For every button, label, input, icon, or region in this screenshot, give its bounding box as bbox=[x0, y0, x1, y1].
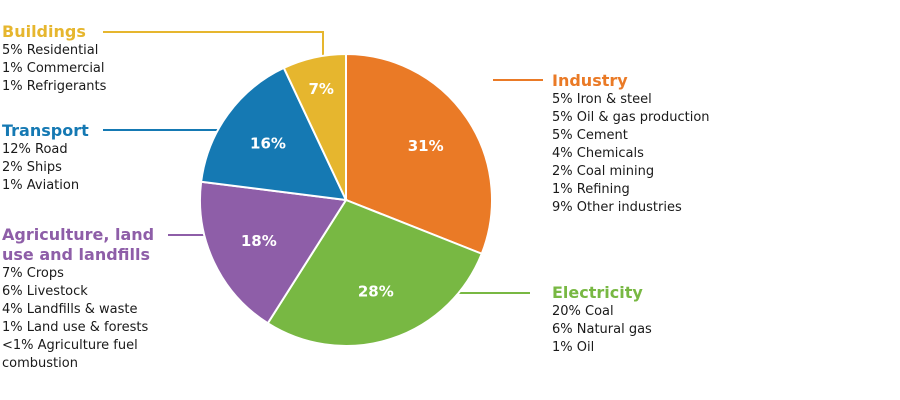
legend-item: 5% Iron & steel bbox=[552, 92, 652, 107]
legend-agriculture: Agriculture, land use and landfills 7% C… bbox=[2, 225, 172, 373]
pie-slice-electricity bbox=[266, 198, 484, 347]
legend-item: 9% Other industries bbox=[552, 200, 682, 215]
legend-item: 4% Chemicals bbox=[552, 146, 644, 161]
legend-buildings: Buildings 5% Residential 1% Commercial 1… bbox=[2, 22, 106, 96]
legend-title-agriculture: Agriculture, land use and landfills bbox=[2, 225, 155, 264]
legend-industry: Industry 5% Iron & steel 5% Oil & gas pr… bbox=[552, 71, 710, 217]
pie-slice-transport bbox=[200, 66, 348, 202]
legend-item: 1% Refining bbox=[552, 182, 630, 197]
legend-item: 6% Natural gas bbox=[552, 322, 652, 337]
slice-label-buildings: 7% bbox=[308, 80, 333, 98]
slice-label-industry: 31% bbox=[408, 137, 444, 155]
legend-item: 5% Oil & gas production bbox=[552, 110, 710, 125]
legend-transport: Transport 12% Road 2% Ships 1% Aviation bbox=[2, 121, 89, 195]
legend-item: 2% Coal mining bbox=[552, 164, 655, 179]
legend-item: 6% Livestock bbox=[2, 284, 88, 299]
legend-item: 5% Cement bbox=[552, 128, 628, 143]
leader-line-buildings bbox=[103, 31, 324, 57]
legend-item: 4% Landfills & waste bbox=[2, 302, 138, 317]
legend-item: 1% Commercial bbox=[2, 61, 105, 76]
legend-item: <1% Agriculture fuel combustion bbox=[2, 338, 138, 371]
legend-electricity: Electricity 20% Coal 6% Natural gas 1% O… bbox=[552, 283, 652, 357]
pie-slice-industry bbox=[345, 52, 493, 256]
legend-item: 1% Aviation bbox=[2, 178, 80, 193]
legend-item: 1% Refrigerants bbox=[2, 79, 107, 94]
legend-item: 5% Residential bbox=[2, 43, 99, 58]
slice-label-transport: 16% bbox=[250, 134, 286, 152]
legend-item: 2% Ships bbox=[2, 160, 62, 175]
legend-item: 1% Oil bbox=[552, 340, 595, 355]
legend-item: 20% Coal bbox=[552, 304, 614, 319]
legend-title-buildings: Buildings bbox=[2, 22, 86, 41]
pie-slice-buildings bbox=[282, 52, 347, 201]
legend-item: 7% Crops bbox=[2, 266, 64, 281]
slice-label-agriculture: 18% bbox=[241, 232, 277, 250]
legend-title-electricity: Electricity bbox=[552, 283, 643, 302]
legend-title-transport: Transport bbox=[2, 121, 89, 140]
legend-item: 12% Road bbox=[2, 142, 68, 157]
pie-slice-agriculture bbox=[199, 180, 348, 325]
legend-title-industry: Industry bbox=[552, 71, 628, 90]
legend-item: 1% Land use & forests bbox=[2, 320, 149, 335]
slice-label-electricity: 28% bbox=[358, 283, 394, 301]
